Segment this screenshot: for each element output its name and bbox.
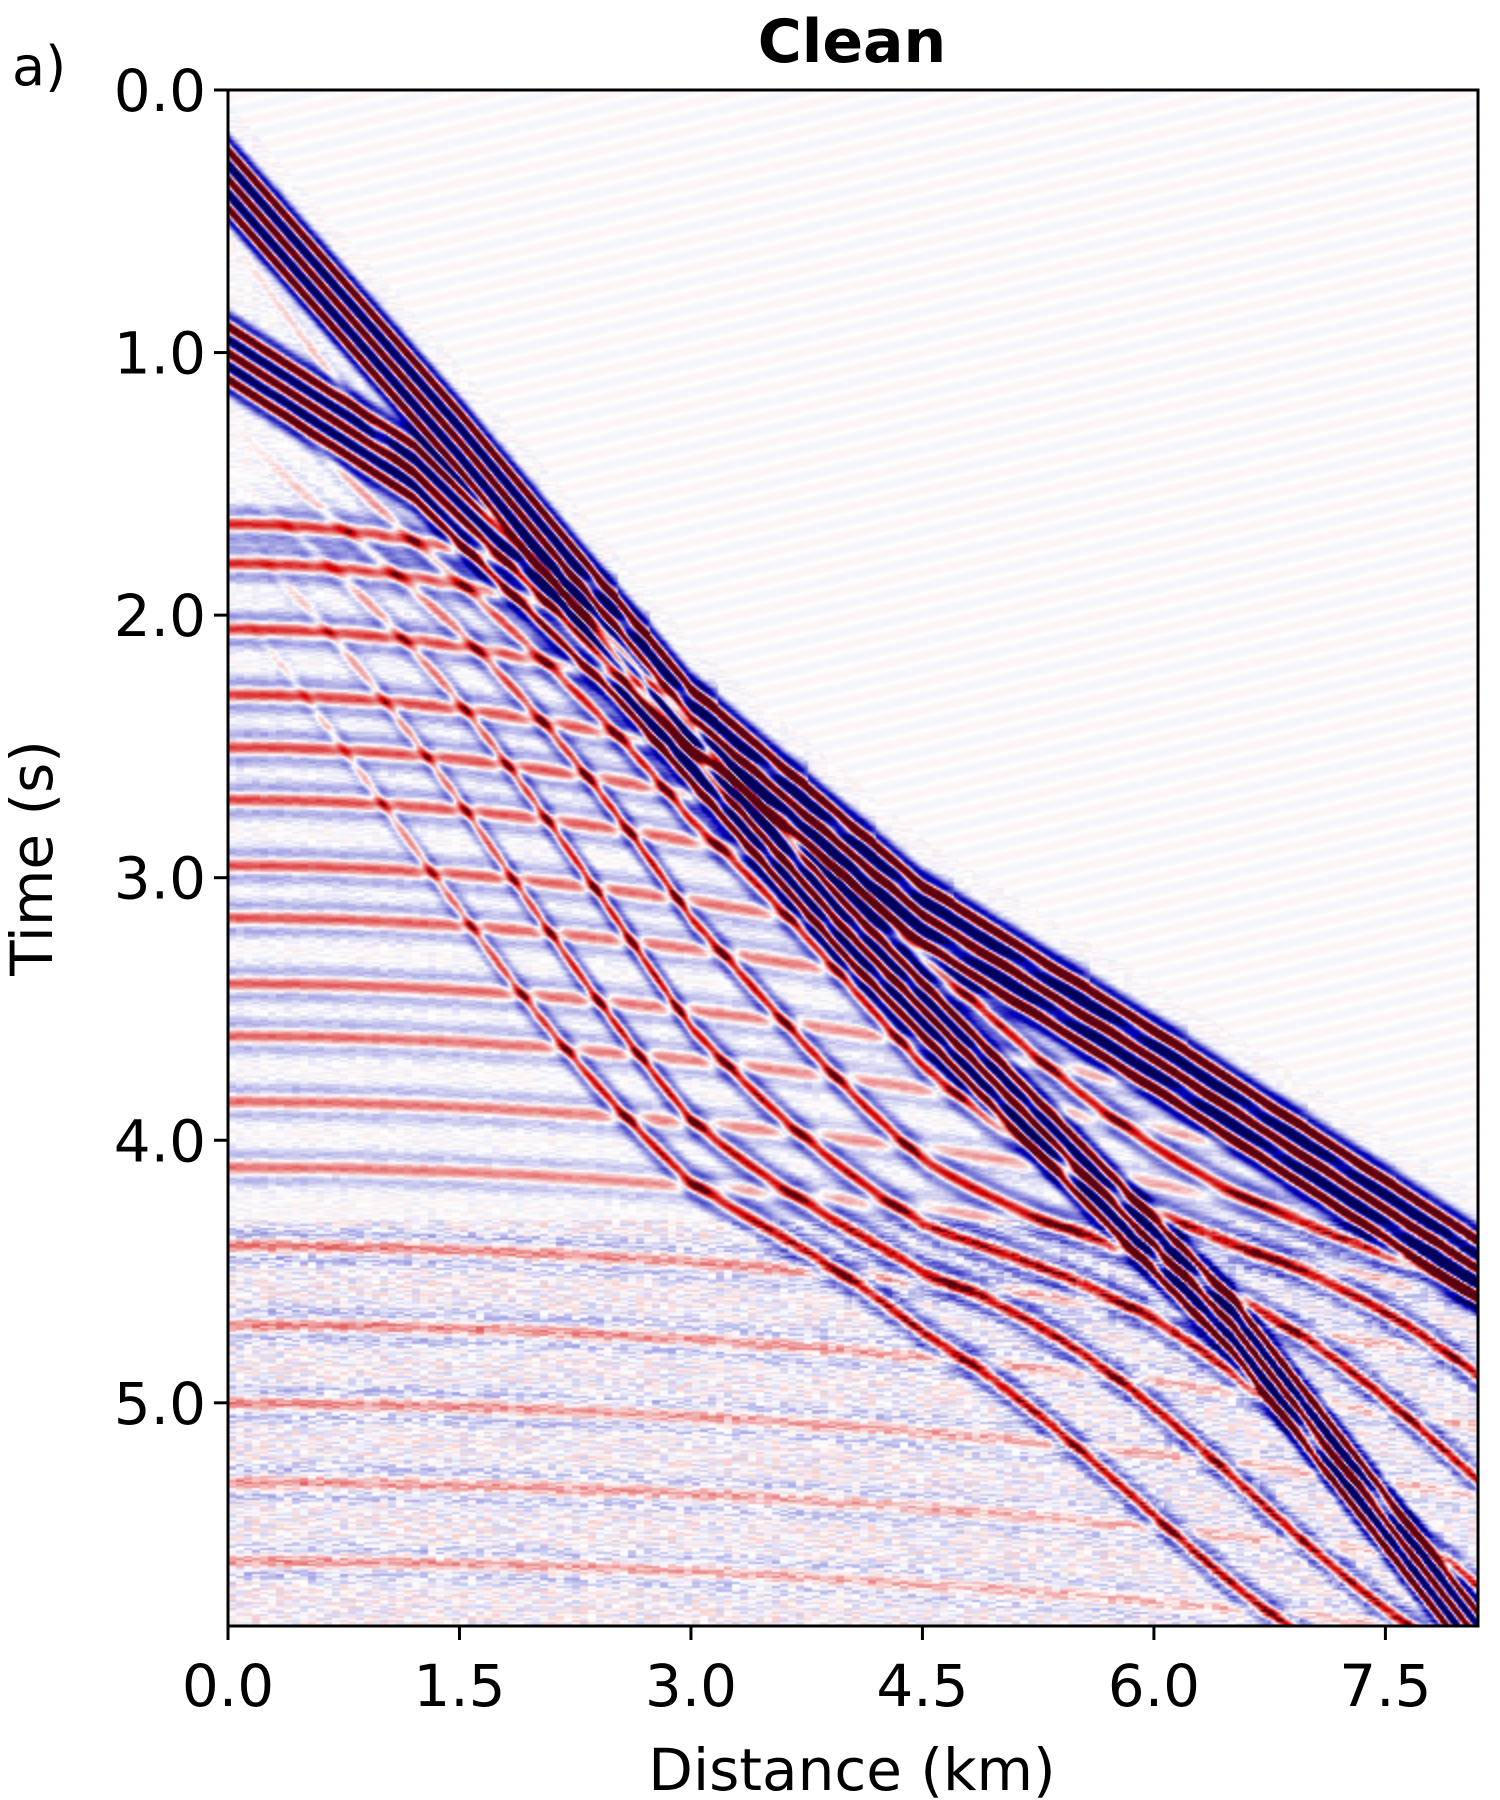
- y-tick-label: 2.0: [114, 582, 206, 650]
- seismic-heatmap-image: [228, 90, 1478, 1626]
- x-tick-label: 1.5: [413, 1652, 505, 1720]
- chart-title: Clean: [758, 7, 947, 77]
- x-tick-label: 7.5: [1339, 1652, 1431, 1720]
- x-tick-label: 4.5: [876, 1652, 968, 1720]
- x-axis-label: Distance (km): [648, 1736, 1055, 1800]
- y-axis-label: Time (s): [0, 740, 66, 977]
- x-tick-label: 0.0: [182, 1652, 274, 1720]
- x-axis-ticks: 0.0 1.5 3.0 4.5 6.0 7.5: [182, 1626, 1432, 1720]
- y-tick-label: 3.0: [114, 845, 206, 913]
- y-tick-label: 1.0: [114, 320, 206, 388]
- x-tick-label: 6.0: [1108, 1652, 1200, 1720]
- x-tick-label: 3.0: [645, 1652, 737, 1720]
- y-tick-label: 4.0: [114, 1107, 206, 1175]
- y-tick-label: 5.0: [114, 1370, 206, 1438]
- plot-area: [226, 88, 1480, 1628]
- y-tick-label: 0.0: [114, 57, 206, 125]
- panel-label: a): [12, 35, 66, 98]
- plot-frame: [226, 88, 1480, 1628]
- y-axis-ticks: 0.0 1.0 2.0 3.0 4.0 5.0: [114, 57, 228, 1438]
